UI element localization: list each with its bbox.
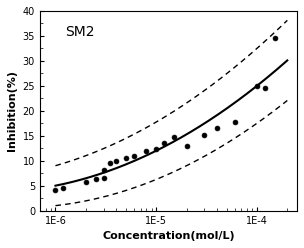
- Y-axis label: Inhibition(%): Inhibition(%): [7, 70, 17, 151]
- Text: SM2: SM2: [66, 25, 95, 39]
- X-axis label: Concentration(mol/L): Concentration(mol/L): [102, 231, 235, 241]
